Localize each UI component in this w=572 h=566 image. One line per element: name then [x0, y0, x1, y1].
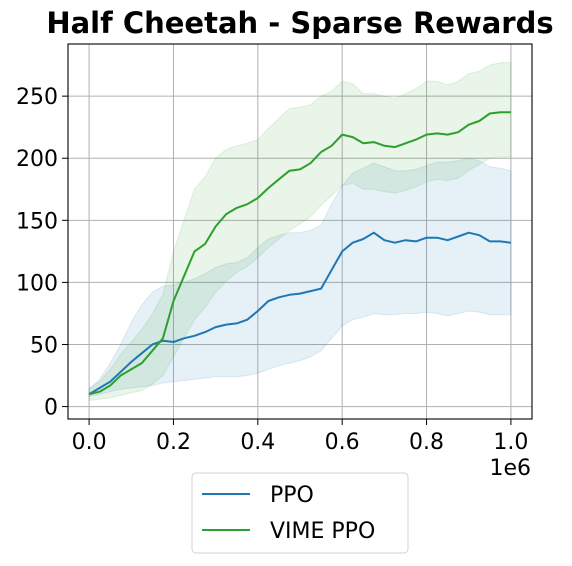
x-ticks: 0.0 0.2 0.4 0.6 0.8 1.0 — [72, 419, 528, 455]
confidence-band-ppo — [88, 157, 512, 398]
x-tick-label: 0.6 — [325, 430, 360, 455]
chart-title: Half Cheetah - Sparse Rewards — [46, 6, 553, 40]
legend-label-ppo: PPO — [270, 483, 314, 508]
y-tick-label: 250 — [16, 85, 58, 110]
confidence-bands — [88, 62, 512, 401]
y-tick-label: 100 — [16, 271, 58, 296]
x-tick-label: 1.0 — [493, 430, 528, 455]
y-tick-label: 200 — [16, 147, 58, 172]
y-ticks: 0 50 100 150 200 250 — [16, 85, 68, 421]
legend: PPO VIME PPO — [191, 472, 409, 554]
legend-label-vime-ppo: VIME PPO — [270, 519, 375, 544]
series-line-vime-ppo — [88, 111, 511, 396]
plot-frame — [67, 43, 533, 420]
x-tick-label: 0.8 — [409, 430, 444, 455]
x-multiplier-label: 1e6 — [489, 456, 531, 481]
y-tick-label: 150 — [16, 209, 58, 234]
confidence-band-vime-ppo — [88, 62, 512, 401]
x-tick-label: 0.4 — [240, 430, 275, 455]
grid-lines — [68, 44, 532, 419]
series-lines — [88, 111, 512, 396]
x-tick-label: 0.2 — [156, 430, 191, 455]
y-tick-label: 50 — [30, 333, 58, 358]
x-tick-label: 0.0 — [72, 430, 107, 455]
y-tick-label: 0 — [44, 396, 58, 421]
